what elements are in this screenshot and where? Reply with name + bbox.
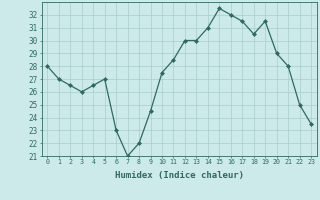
X-axis label: Humidex (Indice chaleur): Humidex (Indice chaleur) [115,171,244,180]
